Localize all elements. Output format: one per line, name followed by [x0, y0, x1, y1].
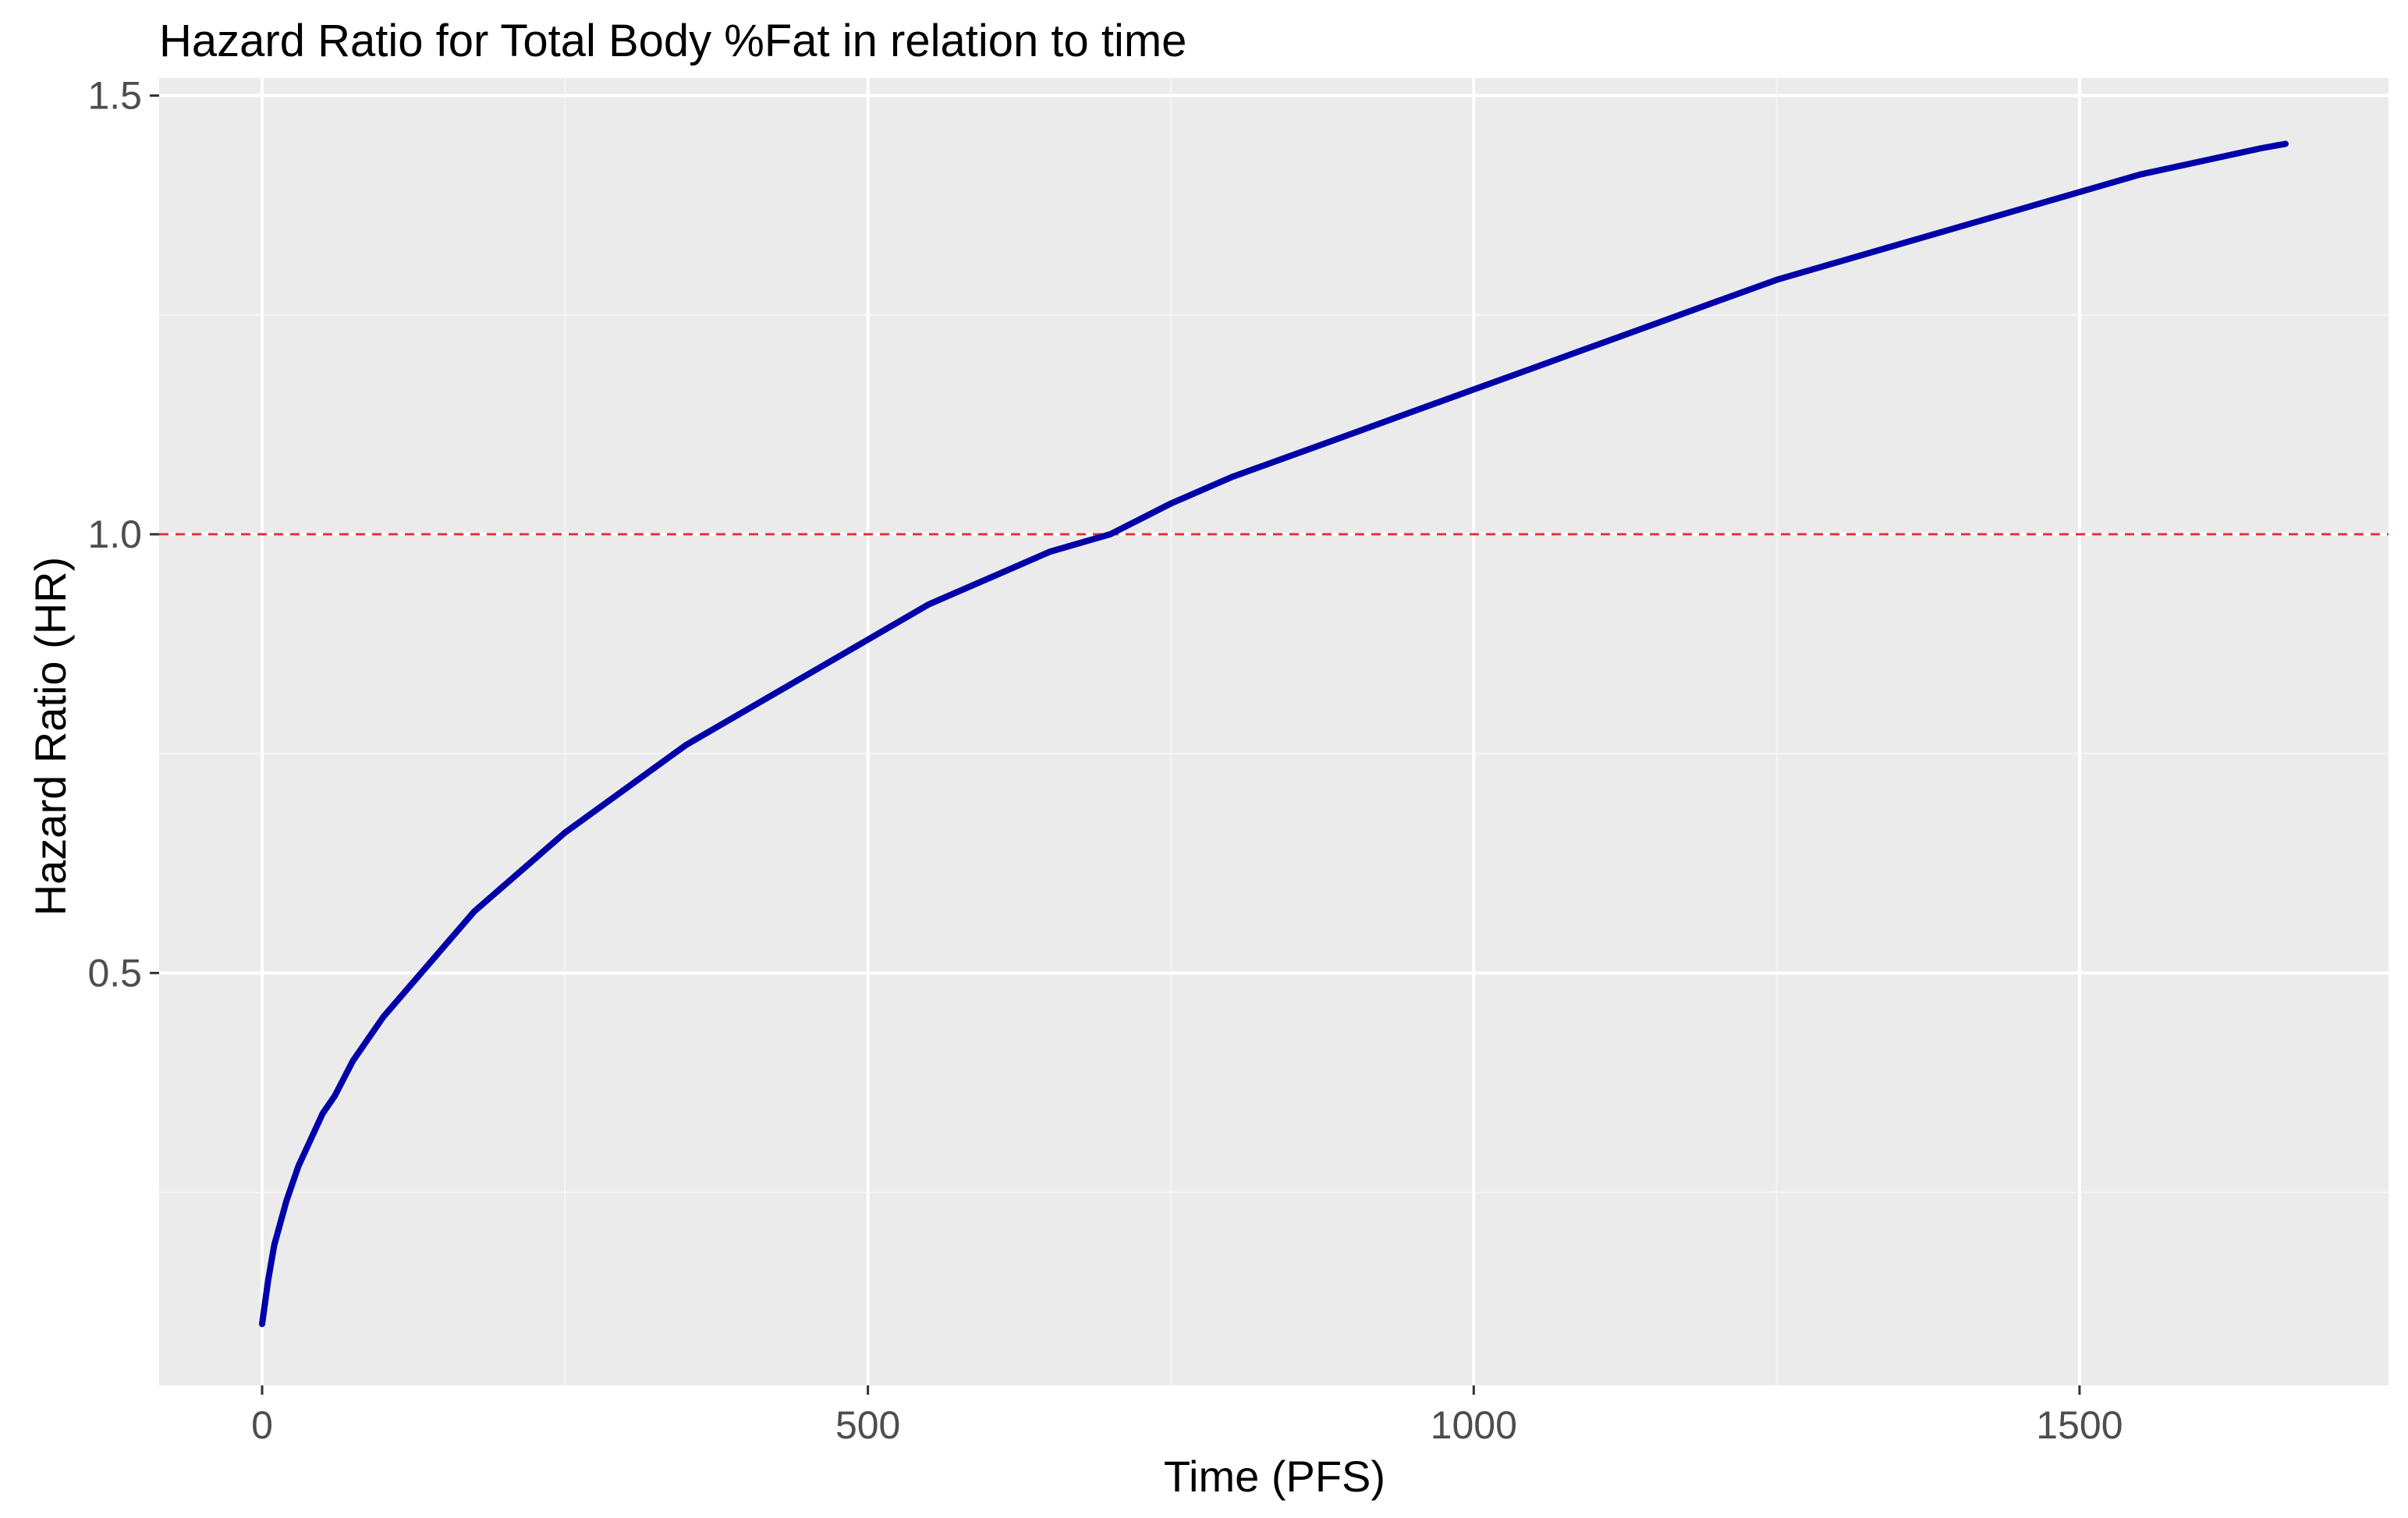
y-tick-label: 1.0 — [87, 513, 142, 556]
y-tick-label: 1.5 — [87, 73, 142, 117]
y-tick-label: 0.5 — [87, 951, 142, 995]
plot-panel — [159, 78, 2388, 1385]
chart-title: Hazard Ratio for Total Body %Fat in rela… — [159, 16, 1186, 66]
y-axis-title: Hazard Ratio (HR) — [26, 557, 75, 917]
y-axis: 0.5 1.0 1.5 — [87, 73, 159, 995]
x-tick-label: 0 — [251, 1403, 273, 1447]
x-tick-label: 500 — [835, 1403, 900, 1447]
x-tick-label: 1000 — [1431, 1403, 1517, 1447]
minor-gridlines — [159, 78, 2388, 1385]
x-axis-title: Time (PFS) — [1164, 1452, 1385, 1501]
hazard-ratio-line — [259, 140, 2289, 1328]
series-layer — [259, 140, 2289, 1328]
x-axis: 0 500 1000 1500 — [251, 1385, 2123, 1447]
x-tick-label: 1500 — [2036, 1403, 2123, 1447]
